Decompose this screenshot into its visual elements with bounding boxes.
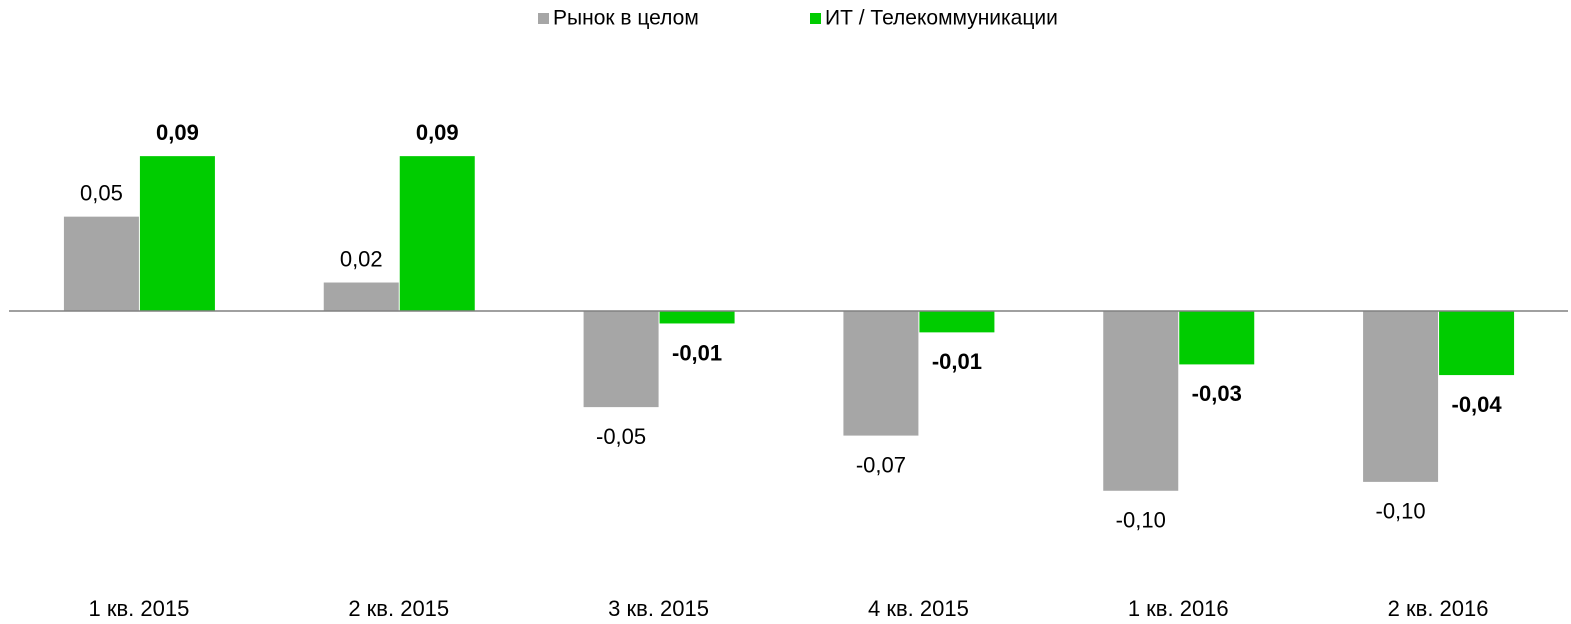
x-tick-label: 1 кв. 2016 bbox=[1128, 596, 1229, 621]
data-label: 0,09 bbox=[156, 120, 199, 145]
bar bbox=[583, 311, 659, 408]
legend-label: Рынок в целом bbox=[553, 7, 699, 30]
x-tick-label: 3 кв. 2015 bbox=[608, 596, 709, 621]
bar bbox=[843, 311, 919, 436]
x-tick-label: 1 кв. 2015 bbox=[89, 596, 190, 621]
data-label: -0,10 bbox=[1116, 508, 1166, 533]
x-tick-label: 2 кв. 2016 bbox=[1388, 596, 1489, 621]
data-label: 0,02 bbox=[340, 246, 383, 271]
bar bbox=[323, 282, 399, 311]
data-label: 0,09 bbox=[416, 120, 459, 145]
data-label: 0,05 bbox=[80, 180, 123, 205]
legend-swatch bbox=[810, 13, 821, 24]
data-label: -0,10 bbox=[1376, 499, 1426, 524]
x-tick-label: 4 кв. 2015 bbox=[868, 596, 969, 621]
data-label: -0,01 bbox=[932, 349, 982, 374]
x-tick-label: 2 кв. 2015 bbox=[348, 596, 449, 621]
bar bbox=[399, 156, 475, 311]
legend-label: ИТ / Телекоммуникации bbox=[825, 7, 1058, 30]
bar bbox=[1439, 311, 1515, 376]
bar bbox=[659, 311, 735, 324]
bar bbox=[919, 311, 995, 333]
bar bbox=[1363, 311, 1439, 482]
bar bbox=[139, 156, 215, 311]
data-label: -0,03 bbox=[1192, 381, 1242, 406]
data-label: -0,07 bbox=[856, 452, 906, 477]
bar bbox=[1179, 311, 1255, 365]
bar bbox=[63, 216, 139, 311]
legend-swatch bbox=[538, 13, 549, 24]
data-label: -0,04 bbox=[1452, 392, 1503, 417]
data-label: -0,05 bbox=[596, 424, 646, 449]
bar bbox=[1103, 311, 1179, 491]
data-label: -0,01 bbox=[672, 340, 722, 365]
